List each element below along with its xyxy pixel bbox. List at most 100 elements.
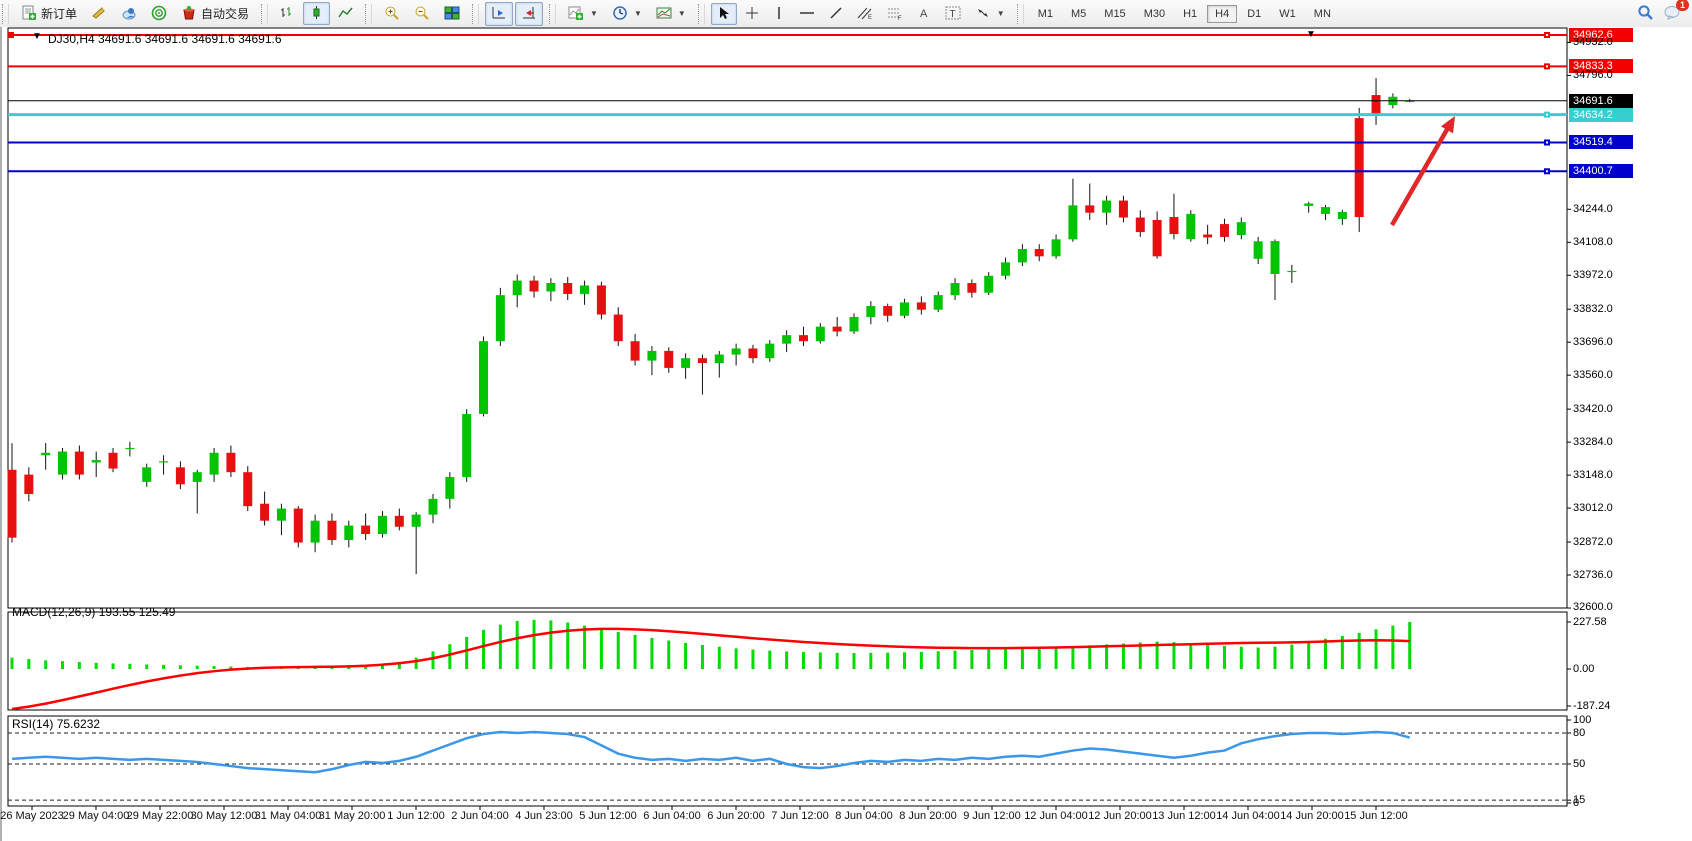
price-axis-tick: 33972.0	[1573, 268, 1613, 281]
price-axis-tick: 33148.0	[1573, 468, 1613, 481]
notifications-button[interactable]: 1	[1664, 0, 1689, 23]
timeframe-H4[interactable]: H4	[1207, 4, 1238, 23]
community-button[interactable]	[115, 2, 143, 26]
price-axis-tick: 32872.0	[1573, 535, 1613, 548]
autotrading-icon	[181, 5, 197, 23]
price-axis-tick: 33420.0	[1573, 402, 1613, 415]
templates-button[interactable]: ▼	[650, 2, 692, 26]
rsi-line	[11, 730, 1411, 774]
svg-text:E: E	[868, 15, 872, 20]
clock-icon	[612, 5, 628, 23]
time-axis-label: 5 Jun 12:00	[579, 810, 637, 822]
chart-window[interactable]: DJ30,H4 34691.6 34691.6 34691.6 34691.6 …	[0, 27, 1692, 841]
price-axis-tick: 34108.0	[1573, 235, 1613, 248]
macd-indicator-label: MACD(12,26,9) 193.55 125.49	[12, 605, 176, 619]
price-axis-tick: 34796.0	[1573, 68, 1613, 81]
line-chart-icon	[338, 5, 353, 22]
separator	[697, 3, 705, 24]
tile-windows-button[interactable]	[438, 2, 466, 26]
separator	[365, 3, 373, 24]
arrows-tool-button[interactable]: ▼	[969, 3, 1011, 25]
zoom-in-button[interactable]	[378, 2, 406, 26]
current-price-label: 34691.6	[1569, 93, 1633, 108]
time-axis-label: 12 Jun 04:00	[1024, 810, 1088, 822]
time-axis-label: 15 Jun 12:00	[1344, 810, 1408, 822]
person-cloud-icon	[121, 5, 137, 23]
timeframe-M5[interactable]: M5	[1071, 7, 1087, 20]
price-axis-tick: 33832.0	[1573, 302, 1613, 315]
timeframe-M15[interactable]: M15	[1104, 7, 1126, 20]
text-icon: A	[917, 6, 931, 22]
indicators-button[interactable]: ▼	[562, 2, 604, 26]
timeframe-D1[interactable]: D1	[1247, 7, 1262, 20]
time-axis-label: 12 Jun 20:00	[1088, 810, 1152, 822]
separator	[472, 3, 480, 24]
time-axis-label: 30 May 12:00	[190, 810, 258, 822]
signals-button[interactable]	[145, 2, 173, 26]
tile-windows-icon	[444, 5, 460, 23]
time-axis-label: 7 Jun 12:00	[771, 810, 829, 822]
price-axis-tick: 33696.0	[1573, 335, 1613, 348]
macd-axis-tick: 227.58	[1573, 615, 1607, 628]
price-axis-tick: 34244.0	[1573, 202, 1613, 215]
rsi-indicator-label: RSI(14) 75.6232	[12, 717, 101, 731]
styler-button[interactable]	[85, 2, 113, 26]
chart-shift-button[interactable]	[515, 1, 544, 26]
price-axis-tick: 33012.0	[1573, 501, 1613, 514]
price-line-label: 34962.6	[1569, 28, 1633, 42]
new-order-label: 新订单	[41, 7, 78, 21]
chevron-down-icon: ▼	[590, 9, 598, 18]
svg-text:T: T	[949, 9, 955, 20]
horizontal-line-tool-button[interactable]	[793, 3, 821, 25]
periods-button[interactable]: ▼	[606, 2, 648, 26]
timeframe-M1[interactable]: M1	[1037, 7, 1053, 20]
template-icon	[656, 5, 672, 23]
chevron-down-icon: ▼	[677, 9, 686, 18]
price-line-label: 34833.3	[1569, 59, 1633, 74]
rsi-axis-tick: 80	[1573, 726, 1586, 739]
bar-chart-button[interactable]	[274, 2, 301, 25]
timeframe-M30[interactable]: M30	[1143, 7, 1166, 20]
time-axis-label: 8 Jun 20:00	[899, 810, 957, 822]
horizontal-line-icon	[799, 6, 815, 22]
timeframe-MN[interactable]: MN	[1313, 7, 1331, 20]
fibonacci-tool-button[interactable]: F	[881, 3, 909, 25]
timeframe-H1[interactable]: H1	[1183, 7, 1198, 20]
fibonacci-icon: F	[887, 6, 903, 22]
vertical-line-tool-button[interactable]	[767, 3, 791, 25]
label-tool-button[interactable]: T	[939, 3, 967, 25]
line-chart-button[interactable]	[332, 2, 359, 25]
trend-arrow-annotation[interactable]	[1390, 116, 1455, 227]
pane-frame	[7, 715, 1568, 807]
price-axis-tick: 32736.0	[1573, 568, 1613, 581]
crosshair-tool-button[interactable]	[739, 3, 765, 25]
hlines-layer[interactable]	[8, 32, 1567, 175]
chevron-down-icon: ▼	[996, 9, 1005, 18]
candles-layer	[7, 78, 1415, 575]
separator	[261, 3, 269, 24]
time-axis-label: 31 May 20:00	[318, 810, 386, 822]
trendline-tool-button[interactable]	[823, 3, 849, 25]
chart-title: DJ30,H4 34691.6 34691.6 34691.6 34691.6	[48, 32, 282, 46]
auto-scroll-button[interactable]	[485, 1, 514, 26]
price-line-label: 34519.4	[1569, 135, 1633, 150]
horn-icon	[91, 5, 107, 23]
cursor-tool-button[interactable]	[710, 2, 737, 25]
zoom-out-button[interactable]	[408, 2, 436, 26]
rsi-axis-tick: 100	[1573, 713, 1592, 726]
timeframe-W1[interactable]: W1	[1279, 7, 1296, 20]
candlestick-icon	[309, 5, 324, 22]
timeframe-group: M1 M5 M15 M30 H1 H4 D1 W1 MN	[1026, 0, 1343, 27]
symbol-dropdown-icon[interactable]: ▼	[32, 31, 42, 42]
indicators-icon	[568, 5, 584, 23]
autotrading-button[interactable]: 自动交易	[175, 2, 255, 26]
candlestick-chart-button[interactable]	[303, 2, 331, 25]
text-tool-button[interactable]: A	[911, 3, 937, 25]
time-axis-label: 9 Jun 12:00	[963, 810, 1021, 822]
chart-canvas[interactable]	[2, 27, 1692, 841]
channel-tool-button[interactable]: E	[851, 3, 879, 25]
time-axis-label: 14 Jun 04:00	[1216, 810, 1280, 822]
search-icon[interactable]	[1637, 4, 1654, 24]
new-order-button[interactable]: 新订单	[15, 2, 83, 26]
macd-axis-tick: -187.24	[1573, 699, 1611, 712]
